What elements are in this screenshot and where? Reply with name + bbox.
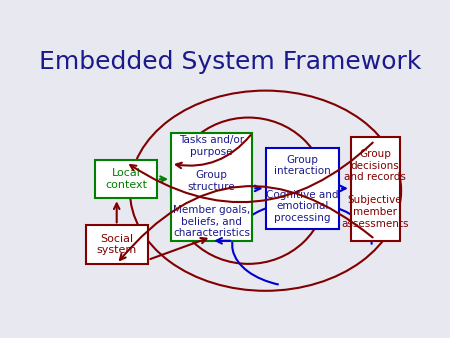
FancyBboxPatch shape [95,160,157,198]
Text: Social
system: Social system [97,234,137,256]
FancyBboxPatch shape [266,148,339,229]
Text: Local
context: Local context [105,168,147,190]
Text: Tasks and/or
purpose

Group
structure

Member goals,
beliefs, and
characteristic: Tasks and/or purpose Group structure Mem… [173,136,250,238]
Text: Group
interaction

Cognitive and
emotional
processing: Group interaction Cognitive and emotiona… [266,155,338,223]
FancyBboxPatch shape [171,133,252,241]
FancyBboxPatch shape [351,137,400,241]
FancyBboxPatch shape [86,225,148,264]
Text: Group
decisions
and records

Subjective
member
assessments: Group decisions and records Subjective m… [342,149,409,228]
Text: Embedded System Framework: Embedded System Framework [40,50,422,74]
